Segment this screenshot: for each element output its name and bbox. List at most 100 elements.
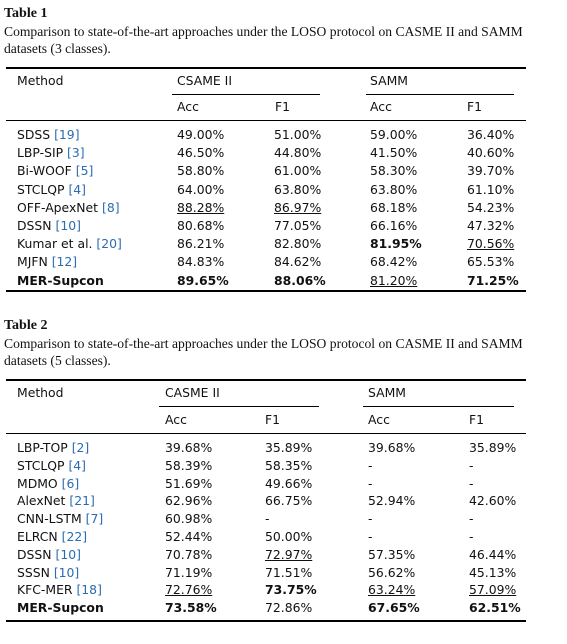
citation-link[interactable]: [21] [69,493,95,509]
group-rule [366,94,514,95]
citation-link[interactable]: [22] [61,529,88,544]
f1-value: - [469,511,474,527]
f1-value: 58.35% [265,457,313,473]
acc-value: 59.00% [370,127,418,142]
method-label: AlexNet [17,493,66,509]
f1-value: 40.60% [467,145,515,161]
acc-value: 70.78% [165,546,213,562]
method-name: LBP-SIP [3] [17,145,85,161]
table-label: Table 1 [4,6,48,21]
citation-link[interactable]: [10] [55,546,81,562]
header-rule [6,120,526,121]
f1-value: 77.05% [274,218,322,233]
acc-value: 81.95% [370,236,422,252]
method-name: SSSN [10] [17,565,79,581]
acc-value: 68.42% [370,254,418,270]
f1-value: 39.70% [467,163,515,179]
method-label: CNN-LSTM [17,511,82,527]
acc-value: 63.24% [368,582,416,598]
header-method: Method [17,73,64,88]
acc-value: 39.68% [368,440,416,455]
header-acc: Acc [368,412,390,427]
citation-link[interactable]: [4] [68,181,87,197]
method-name: LBP-TOP [2] [17,440,89,456]
citation-link[interactable]: [10] [53,564,80,580]
citation-link[interactable]: [10] [55,218,81,233]
f1-value: 54.23% [467,199,515,215]
method-label: ELRCN [17,529,58,544]
citation-link[interactable]: [3] [67,145,85,161]
method-name: STCLQP [4] [17,182,86,198]
header-acc: Acc [177,99,199,114]
acc-value: 73.58% [165,600,217,616]
citation-link[interactable]: [4] [68,457,87,473]
f1-value: 44.80% [274,145,322,161]
acc-value: 62.96% [165,493,213,509]
method-label: STCLQP [17,457,65,473]
f1-value: 61.00% [274,163,322,179]
acc-value: 71.19% [165,564,213,580]
acc-value: 68.18% [370,199,418,215]
citation-link[interactable]: [6] [61,475,80,491]
method-label: LBP-SIP [17,145,64,161]
acc-value: 52.94% [368,493,416,509]
method-label: Bi-WOOF [17,163,72,179]
f1-value: 65.53% [467,254,515,270]
f1-value: 42.60% [469,493,517,509]
citation-link[interactable]: [5] [75,163,94,179]
bottom-rule [6,620,526,622]
citation-link[interactable]: [12] [51,254,78,270]
method-name: STCLQP [4] [17,458,86,474]
citation-link[interactable]: [8] [102,199,120,215]
group-rule [363,406,514,407]
f1-value: 47.32% [467,218,515,233]
acc-value: 39.68% [165,440,213,455]
top-rule [6,379,526,381]
citation-link[interactable]: [18] [76,582,102,598]
citation-link[interactable]: [7] [85,511,104,527]
citation-link[interactable]: [2] [71,440,90,455]
acc-value: 88.28% [177,199,225,215]
method-label: KFC-MER [17,582,73,598]
acc-value: 89.65% [177,272,229,288]
acc-value: 80.68% [177,218,225,233]
acc-value: 52.44% [165,529,213,544]
group-rule [172,94,320,95]
acc-value: 49.00% [177,127,225,142]
table-caption: Comparison to state-of-the-art approache… [4,24,523,56]
table-label: Table 2 [4,318,48,333]
acc-value: 72.76% [165,582,213,598]
method-name: MJFN [12] [17,254,77,270]
f1-value: - [469,475,474,491]
method-label: DSSN [17,218,52,233]
table-2-heading: Table 2 Comparison to state-of-the-art a… [4,318,531,369]
method-label: DSSN [17,546,52,562]
citation-link[interactable]: [20] [96,236,122,252]
f1-value: 46.44% [469,546,517,562]
f1-value: 70.56% [467,236,515,252]
f1-value: 82.80% [274,236,322,252]
header-method: Method [17,385,64,400]
header-group-casme: CASME II [165,385,220,400]
header-group-samm: SAMM [370,73,408,88]
acc-value: - [368,475,373,491]
method-name: Bi-WOOF [5] [17,163,93,179]
acc-value: 51.69% [165,475,213,491]
citation-link[interactable]: [19] [54,127,80,142]
f1-value: 71.51% [265,564,313,580]
f1-value: 88.06% [274,272,326,288]
header-group-casme: CSAME II [177,73,232,88]
acc-value: 81.20% [370,272,418,288]
f1-value: 86.97% [274,199,322,215]
acc-value: 41.50% [370,145,418,161]
header-f1: F1 [275,99,291,114]
f1-value: 72.97% [265,546,313,562]
acc-value: 84.83% [177,254,225,270]
method-name: ELRCN [22] [17,529,87,545]
acc-value: 86.21% [177,236,225,252]
acc-value: 60.98% [165,511,213,527]
f1-value: 66.75% [265,493,313,509]
f1-value: 71.25% [467,272,519,288]
f1-value: - [469,529,474,544]
method-label: SSSN [17,564,50,580]
